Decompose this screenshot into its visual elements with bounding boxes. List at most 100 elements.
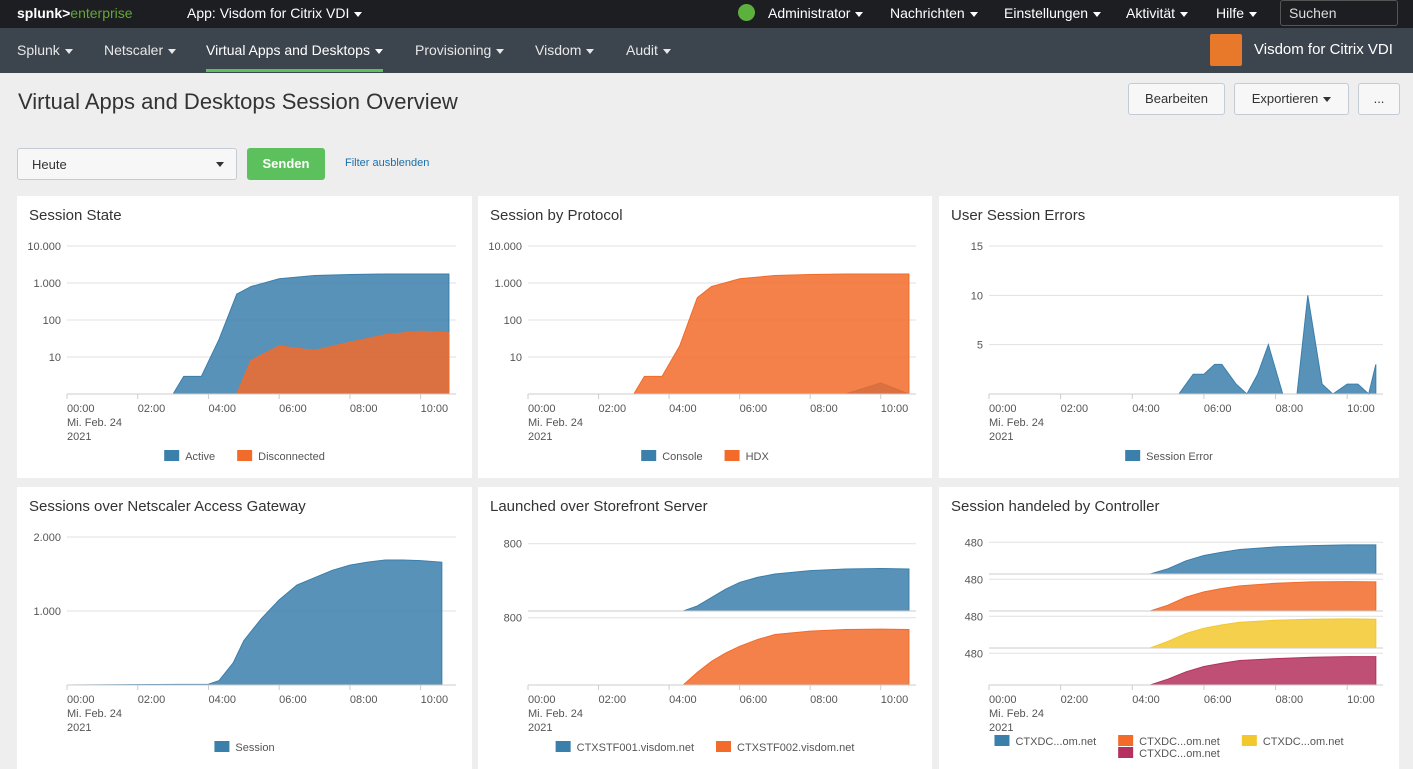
area xyxy=(989,581,1377,612)
x-date-label: Mi. Feb. 24 xyxy=(67,708,122,720)
logo[interactable]: splunk>enterprise xyxy=(17,5,133,21)
y-tick-label: 1.000 xyxy=(33,606,61,618)
y-tick-label: 480 xyxy=(965,537,983,549)
legend-item: HDX xyxy=(724,450,769,463)
panel: Sessions over Netscaler Access Gateway 1.… xyxy=(17,487,472,769)
nav-item[interactable]: Provisioning xyxy=(415,42,504,58)
time-value: Heute xyxy=(32,157,67,172)
user-menu[interactable]: Administrator xyxy=(768,5,863,21)
y-tick-label: 10 xyxy=(510,352,522,364)
submit-button[interactable]: Senden xyxy=(247,148,325,180)
legend-item: Disconnected xyxy=(237,450,325,463)
x-tick-label: 08:00 xyxy=(810,403,838,415)
nav-item[interactable]: Virtual Apps and Desktops xyxy=(206,42,383,72)
x-tick-label: 10:00 xyxy=(421,694,449,706)
x-tick-label: 10:00 xyxy=(421,403,449,415)
panel: User Session Errors 5 10 15 00:00 02:00 04:00 0… xyxy=(939,196,1399,478)
help-menu[interactable]: Hilfe xyxy=(1216,5,1257,21)
x-tick-label: 04:00 xyxy=(1132,403,1160,415)
x-tick-label: 00:00 xyxy=(67,694,95,706)
y-tick-label: 480 xyxy=(965,574,983,586)
x-tick-label: 04:00 xyxy=(208,694,236,706)
legend-label: CTXDC...om.net xyxy=(1015,736,1096,748)
legend-label: CTXDC...om.net xyxy=(1263,736,1344,748)
more-button[interactable]: ... xyxy=(1358,83,1400,115)
x-tick-label: 10:00 xyxy=(881,403,909,415)
y-tick-label: 1.000 xyxy=(494,278,522,290)
chart-title: Sessions over Netscaler Access Gateway xyxy=(29,498,306,515)
legend-label: CTXSTF001.visdom.net xyxy=(577,742,694,754)
y-tick-label: 10.000 xyxy=(488,241,522,253)
legend-item: CTXDC...om.net xyxy=(1241,735,1344,748)
area xyxy=(528,568,910,612)
x-tick-label: 06:00 xyxy=(740,403,768,415)
y-tick-label: 800 xyxy=(504,613,522,625)
chart-title: Launched over Storefront Server xyxy=(490,498,708,515)
legend-item: CTXDC...om.net xyxy=(1118,735,1220,748)
chart-title: User Session Errors xyxy=(951,207,1085,224)
x-tick-label: 00:00 xyxy=(528,403,556,415)
export-button[interactable]: Exportieren xyxy=(1234,83,1349,115)
legend-label: Active xyxy=(185,451,215,463)
y-tick-label: 480 xyxy=(965,648,983,660)
nav-item[interactable]: Audit xyxy=(626,42,671,58)
panel: Session State 10 100 1.000 10.000 00:00 02:00 0… xyxy=(17,196,472,478)
x-tick-label: 02:00 xyxy=(1061,694,1089,706)
area xyxy=(528,273,910,395)
hide-filters-link[interactable]: Filter ausblenden xyxy=(345,157,430,169)
area xyxy=(989,544,1377,575)
legend-swatch xyxy=(1241,735,1257,746)
y-tick-label: 10.000 xyxy=(27,241,61,253)
legend-swatch xyxy=(724,450,740,461)
x-date-label: 2021 xyxy=(67,722,91,734)
x-date-label: 2021 xyxy=(989,431,1013,443)
y-tick-label: 100 xyxy=(504,315,522,327)
panel: Session by Protocol 10 100 1.000 10.000 00:00… xyxy=(478,196,932,478)
edit-button[interactable]: Bearbeiten xyxy=(1128,83,1225,115)
panel: Launched over Storefront Server 800 800 00:… xyxy=(478,487,932,769)
legend-swatch xyxy=(237,450,253,461)
x-tick-label: 06:00 xyxy=(279,694,307,706)
x-tick-label: 02:00 xyxy=(1061,403,1089,415)
x-date-label: 2021 xyxy=(528,431,552,443)
legend-swatch xyxy=(1125,450,1141,461)
x-tick-label: 04:00 xyxy=(208,403,236,415)
top-bar: splunk>enterprise App: Visdom for Citrix… xyxy=(0,0,1413,28)
area xyxy=(989,618,1377,649)
legend-item: Console xyxy=(641,450,703,463)
x-tick-label: 00:00 xyxy=(989,403,1017,415)
y-tick-label: 10 xyxy=(971,290,983,302)
x-tick-label: 02:00 xyxy=(138,694,166,706)
legend-label: CTXDC...om.net xyxy=(1139,736,1220,748)
legend-item: CTXSTF002.visdom.net xyxy=(716,741,854,754)
chart-title: Session State xyxy=(29,207,122,224)
x-tick-label: 06:00 xyxy=(1204,694,1232,706)
settings-menu[interactable]: Einstellungen xyxy=(1004,5,1101,21)
legend-item: CTXDC...om.net xyxy=(994,735,1096,748)
time-picker[interactable]: Heute xyxy=(17,148,237,180)
search-box[interactable]: Suchen xyxy=(1280,0,1398,26)
app-menu[interactable]: App: Visdom for Citrix VDI xyxy=(187,5,362,21)
nav-item[interactable]: Netscaler xyxy=(104,42,176,58)
chart: User Session Errors 5 10 15 00:00 02:00 04:00 0… xyxy=(951,207,1383,463)
x-tick-label: 08:00 xyxy=(810,694,838,706)
activity-menu[interactable]: Aktivität xyxy=(1126,5,1188,21)
app-icon xyxy=(1210,34,1242,66)
x-tick-label: 10:00 xyxy=(1347,694,1375,706)
chart: Launched over Storefront Server 800 800 00:… xyxy=(490,498,916,754)
nav-item[interactable]: Visdom xyxy=(535,42,594,58)
caret xyxy=(211,156,224,171)
legend-label: Console xyxy=(662,451,702,463)
y-tick-label: 15 xyxy=(971,241,983,253)
x-tick-label: 02:00 xyxy=(599,694,627,706)
x-tick-label: 08:00 xyxy=(350,694,378,706)
legend-label: Disconnected xyxy=(258,451,325,463)
x-tick-label: 04:00 xyxy=(669,694,697,706)
page-title: Virtual Apps and Desktops Session Overvi… xyxy=(18,89,458,114)
y-tick-label: 5 xyxy=(977,340,983,352)
nav-item[interactable]: Splunk xyxy=(17,42,73,58)
x-tick-label: 02:00 xyxy=(138,403,166,415)
messages-menu[interactable]: Nachrichten xyxy=(890,5,978,21)
x-tick-label: 08:00 xyxy=(350,403,378,415)
